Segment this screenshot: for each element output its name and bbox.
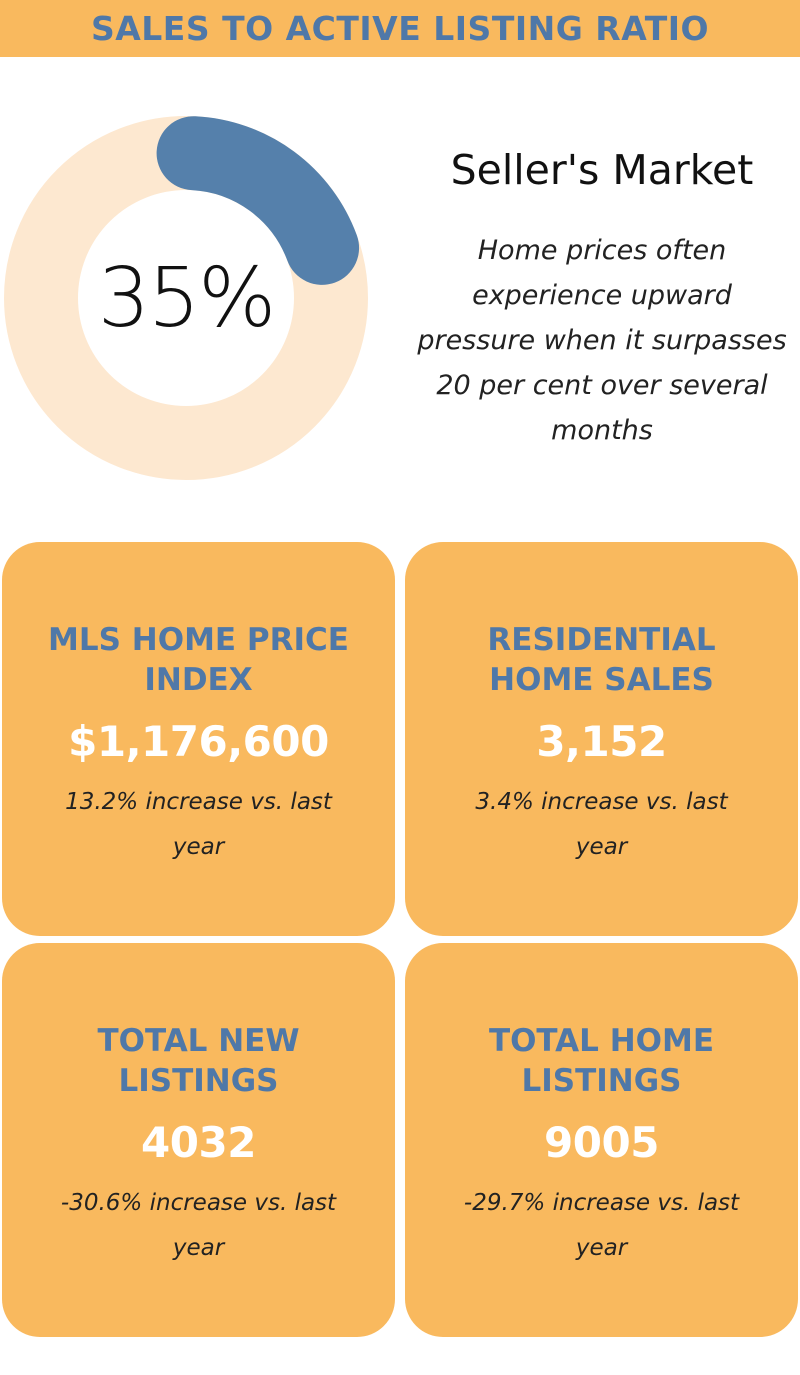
card-change: -30.6% increase vs. last year bbox=[60, 1190, 337, 1261]
card-value: 9005 bbox=[544, 1118, 659, 1167]
market-status-description: Home prices often experience upward pres… bbox=[417, 235, 787, 446]
card-change: 13.2% increase vs. last year bbox=[65, 789, 332, 860]
stat-card-price-index: MLS HOME PRICE INDEX $1,176,600 13.2% in… bbox=[2, 542, 395, 936]
card-title: TOTAL HOME LISTINGS bbox=[488, 1023, 715, 1099]
header-bar: SALES TO ACTIVE LISTING RATIO bbox=[0, 0, 800, 57]
page-title: SALES TO ACTIVE LISTING RATIO bbox=[90, 9, 710, 48]
donut-svg bbox=[4, 116, 368, 480]
ratio-percent-label: 35% bbox=[97, 250, 276, 346]
donut-value-arc bbox=[156, 116, 360, 285]
card-change: 3.4% increase vs. last year bbox=[475, 789, 728, 860]
stat-card-home-sales: RESIDENTIAL HOME SALES 3,152 3.4% increa… bbox=[405, 542, 798, 936]
ratio-donut-chart: 35% bbox=[0, 112, 372, 484]
card-title: RESIDENTIAL HOME SALES bbox=[487, 622, 716, 698]
card-title: TOTAL NEW LISTINGS bbox=[97, 1023, 300, 1099]
card-title: MLS HOME PRICE INDEX bbox=[48, 622, 349, 698]
card-value: 3,152 bbox=[536, 717, 667, 766]
stat-card-home-listings: TOTAL HOME LISTINGS 9005 -29.7% increase… bbox=[405, 943, 798, 1337]
market-status-title: Seller's Market bbox=[450, 146, 754, 194]
card-value: $1,176,600 bbox=[68, 717, 329, 766]
card-value: 4032 bbox=[141, 1118, 256, 1167]
stat-card-new-listings: TOTAL NEW LISTINGS 4032 -30.6% increase … bbox=[2, 943, 395, 1337]
card-change: -29.7% increase vs. last year bbox=[463, 1190, 740, 1261]
